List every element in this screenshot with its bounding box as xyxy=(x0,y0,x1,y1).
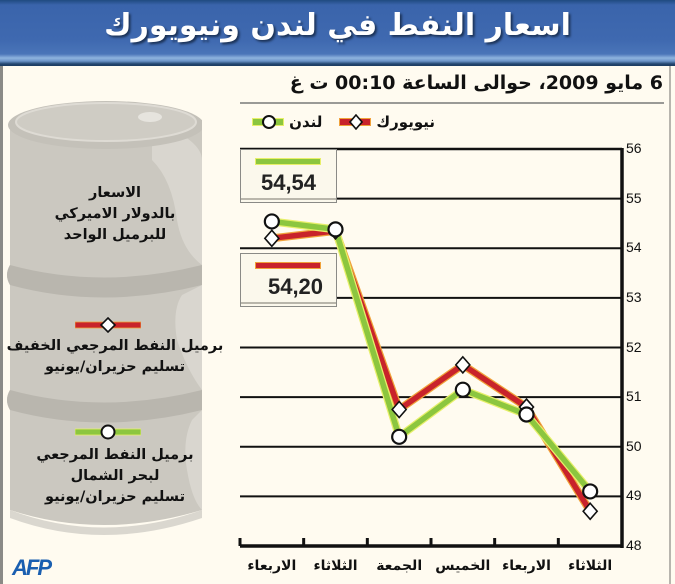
light-crude-line-2: تسليم حزيران/يونيو xyxy=(44,359,186,375)
brent-legend-icon xyxy=(75,424,141,440)
light-crude-caption: برميل النفط المرجعي الخفيف تسليم حزيران/… xyxy=(0,336,230,378)
date-subtitle: 6 مايو 2009، حوالى الساعة 00:10 ت غ xyxy=(289,72,663,94)
afp-logo: AFP xyxy=(12,555,52,580)
units-line-1: الاسعار xyxy=(88,185,141,201)
frame-border-right xyxy=(669,66,671,584)
brent-line-3: تسليم حزيران/يونيو xyxy=(44,489,186,505)
y-tick-label: 53 xyxy=(626,288,642,305)
y-tick-label: 54 xyxy=(626,239,642,256)
units-line-2: بالدولار الاميركي xyxy=(54,206,176,222)
x-tick-label: الثلاثاء xyxy=(568,558,613,574)
box-underline xyxy=(241,302,336,304)
page-title: اسعار النفط في لندن ونيويورك xyxy=(104,8,571,43)
subtitle-divider xyxy=(240,102,664,104)
legend-label-london: لندن xyxy=(289,113,323,131)
london-swatch-icon xyxy=(253,115,284,129)
title-bar: اسعار النفط في لندن ونيويورك xyxy=(0,0,675,66)
newyork-value: 54,20 xyxy=(267,274,324,299)
x-tick-label: الاربعاء xyxy=(247,558,297,574)
legend-label-newyork: نيويورك xyxy=(376,113,435,131)
x-tick-label: الثلاثاء xyxy=(313,558,358,574)
light-crude-legend-icon xyxy=(75,317,141,333)
y-tick-label: 52 xyxy=(626,338,642,355)
box-underline xyxy=(241,198,336,200)
axes xyxy=(238,148,624,548)
x-tick-label: الاربعاء xyxy=(502,558,551,574)
legend-item-london: لندن xyxy=(253,113,322,131)
y-tick-label: 49 xyxy=(626,487,642,504)
x-tick-label: الخميس xyxy=(435,558,491,574)
legend-item-newyork: نيويورك xyxy=(340,113,435,131)
units-line-3: للبرميل الواحد xyxy=(63,227,167,243)
brent-line-2: لبحر الشمال xyxy=(70,468,160,484)
brent-caption: برميل النفط المرجعي لبحر الشمال تسليم حز… xyxy=(0,445,230,508)
units-caption: الاسعار بالدولار الاميركي للبرميل الواحد xyxy=(0,183,230,246)
series-lines xyxy=(263,213,599,521)
newyork-color-bar xyxy=(256,263,320,268)
newyork-swatch-icon xyxy=(340,114,371,130)
frame-border-left xyxy=(0,66,3,584)
london-value: 54,54 xyxy=(260,170,317,195)
y-tick-label: 50 xyxy=(626,437,642,454)
newyork-value-box: 54,20 xyxy=(240,253,337,307)
y-tick-label: 51 xyxy=(626,388,642,405)
x-tick-label: الجمعة xyxy=(376,558,423,574)
london-value-box: 54,54 xyxy=(240,149,337,203)
light-crude-line-1: برميل النفط المرجعي الخفيف xyxy=(6,338,224,354)
brent-line-1: برميل النفط المرجعي xyxy=(36,447,194,463)
y-tick-label: 48 xyxy=(626,537,642,553)
london-color-bar xyxy=(256,159,320,164)
y-tick-label: 56 xyxy=(626,140,642,156)
legend: نيويورك لندن xyxy=(235,110,435,134)
y-tick-label: 55 xyxy=(626,189,642,206)
